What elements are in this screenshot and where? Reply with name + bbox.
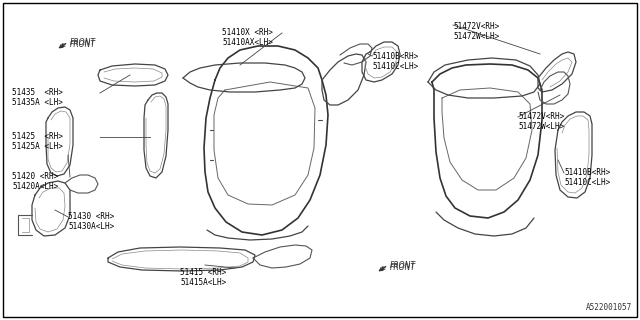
Text: FRONT: FRONT (390, 263, 416, 272)
Text: 51410AX<LH>: 51410AX<LH> (222, 38, 273, 47)
Text: FRONT: FRONT (390, 260, 416, 269)
Text: FRONT: FRONT (70, 37, 96, 46)
Text: 51472V<RH>: 51472V<RH> (518, 112, 564, 121)
Text: 51410C<LH>: 51410C<LH> (564, 178, 611, 187)
Text: 51472W<LH>: 51472W<LH> (453, 32, 499, 41)
Text: 51435A <LH>: 51435A <LH> (12, 98, 63, 107)
Text: 51425  <RH>: 51425 <RH> (12, 132, 63, 141)
Text: 51420A<LH>: 51420A<LH> (12, 182, 58, 191)
Text: 51415 <RH>: 51415 <RH> (180, 268, 227, 277)
Text: 51430A<LH>: 51430A<LH> (68, 222, 115, 231)
Text: 51425A <LH>: 51425A <LH> (12, 142, 63, 151)
Text: 51430 <RH>: 51430 <RH> (68, 212, 115, 221)
Text: 51472V<RH>: 51472V<RH> (453, 22, 499, 31)
Text: 51420 <RH>: 51420 <RH> (12, 172, 58, 181)
Text: 51472W<LH>: 51472W<LH> (518, 122, 564, 131)
Text: FRONT: FRONT (70, 40, 96, 49)
Text: 51410X <RH>: 51410X <RH> (222, 28, 273, 37)
Text: 51410B<RH>: 51410B<RH> (564, 168, 611, 177)
Text: 51410B<RH>: 51410B<RH> (372, 52, 419, 61)
Text: 51410C<LH>: 51410C<LH> (372, 62, 419, 71)
Text: A522001057: A522001057 (586, 303, 632, 312)
Text: 51415A<LH>: 51415A<LH> (180, 278, 227, 287)
Text: 51435  <RH>: 51435 <RH> (12, 88, 63, 97)
